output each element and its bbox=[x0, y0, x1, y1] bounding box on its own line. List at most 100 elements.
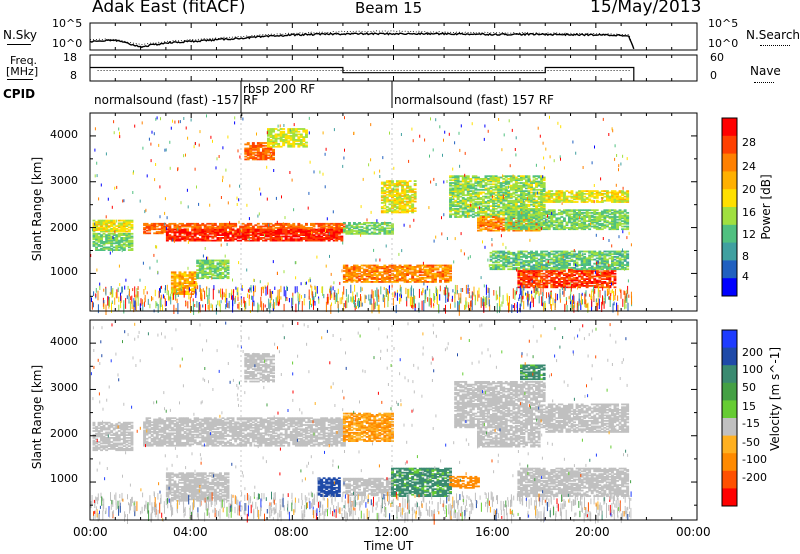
power-cell bbox=[305, 141, 308, 144]
power-cell bbox=[590, 190, 594, 192]
power-cell bbox=[165, 235, 169, 238]
power-cell bbox=[155, 232, 159, 235]
power-cell bbox=[477, 210, 480, 213]
power-cell bbox=[423, 268, 427, 271]
power-cell bbox=[216, 228, 220, 231]
power-cell bbox=[527, 209, 531, 212]
power-cell bbox=[585, 197, 589, 199]
power-cell bbox=[537, 175, 541, 178]
power-cell bbox=[509, 225, 513, 228]
power-cell bbox=[497, 203, 501, 206]
power-cell bbox=[125, 245, 129, 247]
power-cell bbox=[600, 222, 604, 225]
power-cell bbox=[603, 281, 607, 283]
power-cell bbox=[469, 214, 473, 217]
power-cell bbox=[466, 209, 470, 212]
power-cell bbox=[272, 134, 275, 137]
power-cell bbox=[449, 272, 452, 275]
power-cell bbox=[477, 191, 480, 194]
power-cell bbox=[512, 264, 516, 266]
power-cell bbox=[115, 230, 119, 233]
power-cell bbox=[595, 190, 599, 192]
power-cell bbox=[122, 246, 126, 249]
power-cell bbox=[191, 287, 195, 290]
power-cell bbox=[608, 213, 612, 216]
power-cell bbox=[115, 246, 119, 249]
power-cell bbox=[477, 229, 480, 232]
power-cell bbox=[216, 231, 220, 234]
power-cell bbox=[181, 285, 184, 287]
power-cell bbox=[492, 191, 495, 194]
power-cell bbox=[196, 259, 200, 262]
power-cell bbox=[583, 192, 587, 195]
power-cell bbox=[120, 238, 124, 241]
power-cell bbox=[178, 231, 182, 234]
power-cell bbox=[557, 190, 561, 192]
power-cell bbox=[297, 238, 301, 241]
power-cell bbox=[127, 230, 131, 233]
power-cell bbox=[264, 147, 268, 150]
power-cell bbox=[269, 228, 273, 231]
power-cell bbox=[370, 274, 374, 276]
power-cell bbox=[221, 231, 225, 233]
power-cell bbox=[393, 208, 397, 211]
power-cell bbox=[358, 272, 361, 275]
power-cell bbox=[520, 216, 523, 218]
power-cell bbox=[345, 230, 349, 232]
power-cell bbox=[173, 222, 177, 225]
power-cell bbox=[297, 228, 301, 231]
power-cell bbox=[216, 225, 220, 228]
power-cell bbox=[267, 157, 270, 159]
power-cell bbox=[173, 238, 177, 241]
power-cell bbox=[408, 185, 412, 188]
power-cell bbox=[474, 212, 478, 214]
power-cell bbox=[219, 271, 222, 274]
power-cell bbox=[340, 230, 344, 232]
power-cell bbox=[327, 224, 331, 227]
power-cell bbox=[532, 285, 536, 287]
power-cell bbox=[545, 279, 549, 282]
power-cell bbox=[277, 224, 281, 227]
power-cell bbox=[183, 238, 187, 241]
power-cell bbox=[540, 275, 544, 278]
power-cell bbox=[385, 184, 389, 187]
power-cell bbox=[456, 175, 460, 178]
power-cell bbox=[449, 213, 452, 216]
power-cell bbox=[193, 227, 197, 229]
power-cell bbox=[269, 237, 273, 239]
power-cell bbox=[143, 224, 146, 227]
power-cell bbox=[393, 183, 397, 185]
power-cell bbox=[117, 222, 121, 225]
power-cell bbox=[520, 261, 523, 264]
power-cell bbox=[224, 232, 227, 235]
power-cell bbox=[380, 195, 384, 197]
power-cell bbox=[127, 241, 131, 243]
power-cell bbox=[393, 264, 397, 267]
power-cell bbox=[100, 249, 103, 251]
power-cell bbox=[279, 231, 283, 234]
power-cell bbox=[337, 225, 341, 228]
power-cell bbox=[563, 191, 566, 194]
power-cell bbox=[335, 227, 339, 229]
power-cell bbox=[153, 227, 157, 229]
power-cell bbox=[97, 229, 101, 231]
power-cell bbox=[191, 222, 195, 225]
power-cell bbox=[239, 230, 243, 232]
power-cell bbox=[598, 279, 602, 282]
power-cell bbox=[272, 232, 275, 235]
power-cell bbox=[120, 229, 124, 231]
power-cell bbox=[353, 222, 356, 224]
power-cell bbox=[552, 198, 556, 201]
power-cell bbox=[552, 192, 556, 195]
power-cell bbox=[302, 237, 306, 239]
power-cell bbox=[416, 278, 420, 280]
power-cell bbox=[525, 283, 528, 286]
power-cell bbox=[183, 235, 187, 238]
power-cell bbox=[378, 223, 382, 226]
power-cell bbox=[170, 286, 174, 289]
power-cell bbox=[595, 216, 599, 218]
power-cell bbox=[565, 227, 569, 229]
power-cell bbox=[494, 254, 498, 257]
power-cell bbox=[454, 194, 458, 197]
power-cell bbox=[105, 223, 109, 226]
